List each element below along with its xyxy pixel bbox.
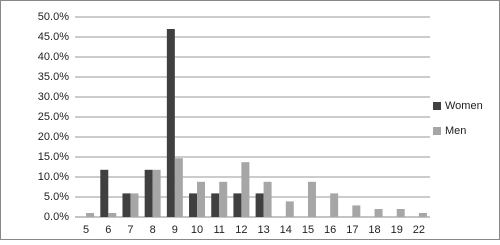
bar [122,193,131,217]
bar [285,201,294,217]
bar [211,193,220,217]
bar [241,162,250,217]
bar [233,193,242,217]
y-tick-label: 40.0% [38,51,69,63]
y-tick-label: 20.0% [38,131,69,143]
bar [166,29,175,217]
bar [307,181,316,217]
x-tick-label: 5 [83,224,89,236]
x-tick-label: 14 [280,224,292,236]
x-tick-label: 15 [302,224,314,236]
x-tick-label: 18 [368,224,380,236]
x-tick-label: 19 [391,224,403,236]
y-tick-label: 15.0% [38,151,69,163]
legend-label: Men [445,125,466,137]
bar [130,193,139,217]
y-tick-label: 10.0% [38,171,69,183]
y-tick-label: 0.0% [44,211,69,223]
y-tick-label: 30.0% [38,91,69,103]
y-tick-label: 5.0% [44,191,69,203]
bar [418,213,427,217]
bar [86,213,95,217]
x-tick-label: 22 [413,224,425,236]
bar [197,181,206,217]
y-tick-label: 50.0% [38,11,69,23]
bar [219,181,228,217]
bar [396,209,405,217]
bar [374,209,383,217]
x-tick-label: 12 [235,224,247,236]
bar [152,169,161,217]
chart-border [0,0,500,240]
x-tick-label: 7 [127,224,133,236]
bar [263,181,272,217]
x-tick-label: 17 [346,224,358,236]
x-tick-label: 11 [214,224,225,236]
bar [108,213,117,217]
bar [330,193,339,217]
x-tick-label: 10 [191,224,203,236]
legend-label: Women [445,100,483,112]
x-tick-label: 9 [172,224,178,236]
bar [100,169,109,217]
y-tick-label: 45.0% [38,31,69,43]
y-tick-label: 25.0% [38,111,69,123]
chart: 0.0% 5.0% 10.0% 15.0% 20.0% 25.0% 30.0% 35.0% 40… [0,0,500,240]
x-tick-label: 8 [150,224,156,236]
y-tick-label: 35.0% [38,71,69,83]
bar [144,169,153,217]
bar [189,193,198,217]
x-tick-label: 13 [257,224,269,236]
legend-swatch [433,127,441,135]
x-tick-label: 16 [324,224,336,236]
bar [255,193,264,217]
bar [352,205,361,217]
x-tick-label: 6 [105,224,111,236]
bar [174,158,183,217]
legend-swatch [433,102,441,110]
